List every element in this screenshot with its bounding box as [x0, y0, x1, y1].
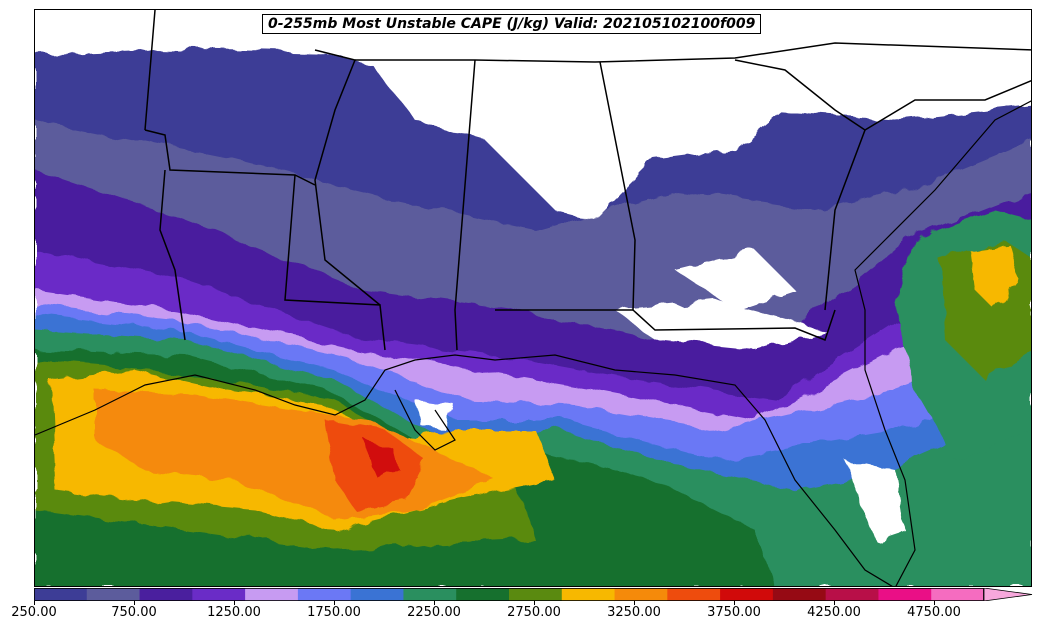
- cape-band-3500: [365, 440, 400, 480]
- colorbar-tick-label: 3250.00: [607, 605, 661, 620]
- colorbar-segment: [667, 588, 721, 601]
- colorbar-segment: [825, 588, 879, 601]
- colorbar-segment: [772, 588, 827, 601]
- no-data-patch: [845, 460, 905, 540]
- colorbar-tick-label: 4750.00: [907, 605, 961, 620]
- colorbar-segment: [34, 588, 88, 601]
- map-panel: [34, 9, 1032, 587]
- state-borders: [144, 10, 1031, 351]
- colorbar-segment: [403, 588, 457, 601]
- colorbar-tick-label: 1250.00: [207, 605, 261, 620]
- colorbar-segment: [720, 588, 774, 601]
- colorbar-tick: [534, 601, 535, 605]
- colorbar-segment: [509, 588, 563, 601]
- colorbar-tick: [34, 601, 35, 605]
- no-data-patch: [675, 250, 795, 310]
- colorbar-segment: [350, 588, 404, 601]
- cape-map: [35, 10, 1031, 586]
- no-data-patch: [415, 400, 455, 430]
- colorbar-tick: [934, 601, 935, 605]
- colorbar-tick-label: 750.00: [111, 605, 157, 620]
- colorbar-tick-label: 250.00: [11, 605, 57, 620]
- colorbar-tick-label: 3750.00: [707, 605, 761, 620]
- colorbar-tick: [134, 601, 135, 605]
- colorbar-tick: [434, 601, 435, 605]
- colorbar-tick: [734, 601, 735, 605]
- colorbar-segment: [86, 588, 141, 601]
- colorbar-tick-label: 1750.00: [307, 605, 361, 620]
- colorbar: [34, 588, 1033, 601]
- colorbar-tick-label: 2750.00: [507, 605, 561, 620]
- colorbar-segment: [297, 588, 352, 601]
- coastline: [35, 100, 1031, 586]
- colorbar-tick: [634, 601, 635, 605]
- colorbar-extend-arrow: [983, 588, 1033, 601]
- colorbar-tick: [234, 601, 235, 605]
- colorbar-tick: [334, 601, 335, 605]
- colorbar-segment: [561, 588, 616, 601]
- cape-atlantic-2750: [970, 245, 1020, 310]
- colorbar-segment: [245, 588, 299, 601]
- colorbar-segment: [878, 588, 932, 601]
- colorbar-tick-label: 2250.00: [407, 605, 461, 620]
- no-data-patch: [615, 300, 825, 350]
- colorbar-segment: [456, 588, 510, 601]
- colorbar-segment: [192, 588, 246, 601]
- map-title: 0-255mb Most Unstable CAPE (J/kg) Valid:…: [262, 14, 762, 34]
- colorbar-segment: [139, 588, 193, 601]
- colorbar-tick-label: 4250.00: [807, 605, 861, 620]
- colorbar-segment: [614, 588, 668, 601]
- colorbar-segment: [931, 588, 985, 601]
- colorbar-tick: [834, 601, 835, 605]
- colorbar-outline: [34, 588, 984, 601]
